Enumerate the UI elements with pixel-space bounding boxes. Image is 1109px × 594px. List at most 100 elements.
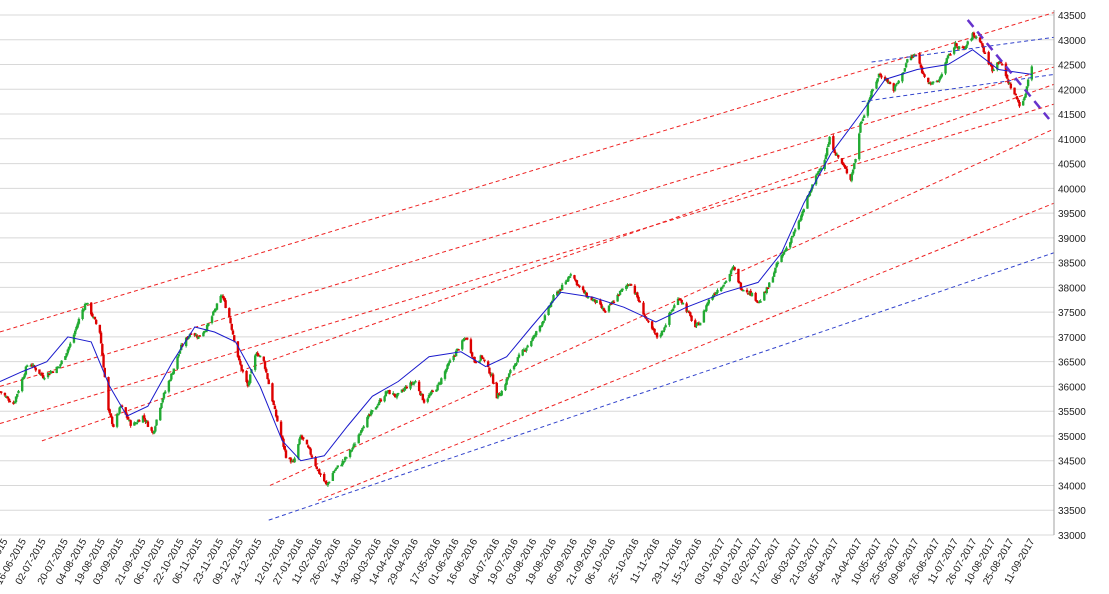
candle-up [765,287,768,294]
candle-down [263,361,267,369]
candle-up [782,251,786,255]
candle-down [224,300,227,308]
candle-down [559,288,563,291]
candle-up [861,118,865,121]
candle-up [4,396,8,398]
candle-up [970,38,973,41]
candle-up [500,391,503,396]
candle-down [91,313,94,317]
candle-up [29,365,33,367]
candle-down [495,383,498,399]
candle-up [866,102,870,116]
candle-down [323,474,326,482]
candle-up [118,407,121,414]
candle-up [462,339,465,342]
candle-down [318,469,321,474]
candle-down [257,355,261,357]
y-tick-label: 34500 [1058,457,1086,468]
candle-up [998,61,1001,63]
candle-up [724,281,728,283]
candle-up [204,330,208,333]
candle-up [750,292,754,296]
candle-up [533,334,537,337]
candle-up [971,33,974,40]
candle-down [274,409,278,417]
candle-down [643,314,646,317]
candle-down [273,405,277,410]
channel-line [317,202,1055,501]
candle-down [300,435,304,439]
candle-down [421,394,425,401]
candle-up [293,458,296,463]
candle-up [67,346,71,350]
candle-up [50,371,53,373]
candle-up [128,419,131,422]
candle-up [81,309,84,320]
candle-down [489,373,492,376]
candle-up [696,322,699,324]
candle-up [522,349,526,351]
candle-up [539,325,543,328]
candle-down [112,424,115,428]
candle-up [77,318,81,324]
candle-up [207,323,210,326]
candle-up [716,290,719,293]
candle-down [919,64,923,68]
candle-up [860,121,863,124]
candle-up [353,444,357,446]
candle-up [931,81,935,84]
candle-up [213,310,216,312]
candle-down [101,344,104,356]
candle-up [358,433,362,436]
candle-up [835,154,839,156]
candle-up [780,255,783,262]
candle-down [3,392,7,396]
candle-down [325,481,328,485]
candle-up [171,373,174,375]
candle-up [592,298,596,301]
candle-down [315,466,319,469]
candle-up [564,281,568,285]
candle-up [719,287,723,291]
candle-up [507,373,511,378]
candle-up [952,47,956,54]
candle-up [801,211,804,216]
candle-up [59,364,62,367]
candle-up [447,362,450,366]
candle-up [711,296,714,300]
candle-up [440,378,443,385]
candle-down [989,63,993,67]
candle-down [642,302,645,315]
candle-down [637,296,640,302]
candle-down [973,36,977,38]
candle-up [731,268,734,270]
candle-up [479,355,482,361]
candle-down [949,54,952,56]
candle-down [679,298,682,301]
candle-up [46,372,50,378]
candle-up [964,47,967,50]
candle-up [634,292,638,295]
candle-down [488,367,491,374]
candle-down [196,335,199,338]
candle-up [162,392,166,399]
y-tick-label: 38000 [1058,283,1086,294]
candle-up [902,72,905,74]
candle-down [109,413,113,418]
candle-down [740,289,744,291]
candle-down [599,300,602,305]
candle-up [790,237,793,243]
candle-down [690,315,693,321]
candle-up [944,62,947,74]
candle-up [404,386,407,390]
candle-down [737,268,740,283]
candle-down [246,381,249,387]
candle-up [732,266,735,269]
candle-up [348,449,352,457]
candle-up [591,299,595,302]
candle-up [775,263,778,268]
candle-up [876,78,879,82]
candle-down [319,473,322,475]
candle-up [69,343,72,347]
candle-up [858,133,861,160]
